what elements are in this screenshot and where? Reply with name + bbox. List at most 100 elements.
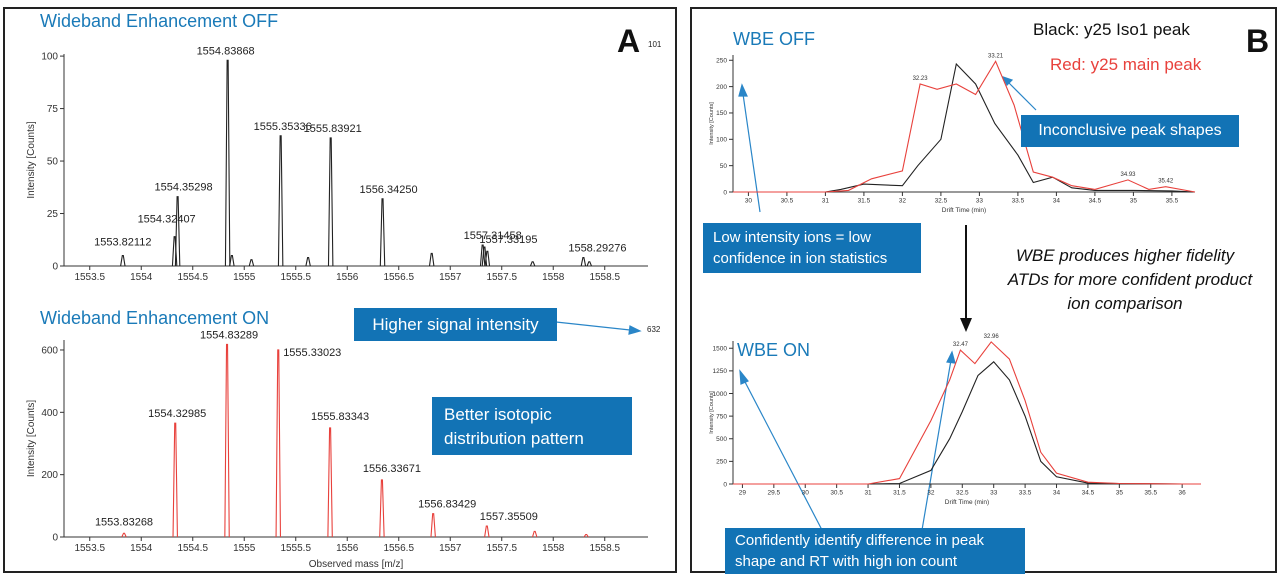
off-spectrum-peak [580,257,587,267]
callout-arrows [555,75,1037,531]
on-spectrum-y-tick-label: 400 [41,408,58,419]
on-spectrum-x-tick-label: 1556.5 [383,543,414,554]
callout-higher-signal-text: Higher signal intensity [372,315,539,334]
off-spectrum-x-tick-label: 1554.5 [177,272,208,283]
wbe-on-x-tick-label: 33.5 [1019,490,1032,497]
wbe-on-x-tick-label: 32.5 [956,490,969,497]
off-spectrum-max-label: 101 [648,40,662,49]
on-spectrum-y-tick-label: 200 [41,470,58,481]
wbe-on-y-tick-label: 1500 [713,346,728,353]
on-spectrum-x-tick-label: 1556 [336,543,359,554]
off-spectrum-ylabel: Intensity [Counts] [26,121,37,198]
on-spectrum-x-tick-label: 1558 [542,543,565,554]
wbe-on-y-tick-label: 1250 [713,368,728,375]
on-spectrum-x-tick-label: 1557 [439,543,462,554]
off-spectrum-x-tick-label: 1557.5 [486,272,517,283]
on-spectrum-peak [224,343,230,538]
wbe-off-x-tick-label: 31.5 [858,198,871,205]
off-spectrum-peak [479,244,486,267]
off-spectrum-y-tick-label: 75 [47,104,59,115]
on-spectrum-peak [583,533,589,538]
on-spectrum-x-tick-label: 1555 [233,543,256,554]
off-spectrum-peak-label: 1554.35298 [155,182,213,194]
off-spectrum-peak-label: 1555.83921 [304,123,362,135]
off-spectrum-x-tick-label: 1557 [439,272,462,283]
on-spectrum-xlabel: Observed mass [m/z] [309,559,404,570]
off-spectrum-peak-label: 1553.82112 [94,237,151,249]
wbe-on-xlabel: Drift Time (min) [945,499,989,506]
wbe-off-y-tick-label: 50 [720,163,728,170]
on-spectrum-peak [430,513,436,538]
legend-black: Black: y25 Iso1 peak [1033,20,1190,39]
wbe-off-x-tick-label: 31 [822,198,830,205]
off-spectrum-peak [428,252,435,267]
on-spectrum-peak [275,349,282,538]
wbe-off-x-tick-label: 32.5 [935,198,948,205]
off-spectrum-peak-label: 1558.29276 [568,243,626,255]
panel-a [3,7,677,573]
on-spectrum-x-tick-label: 1555.5 [280,543,311,554]
callout-inconclusive: Inconclusive peak shapes [1021,115,1239,147]
wbe-off-y-tick-label: 250 [716,58,727,65]
wbe-on-annotation: 32.96 [984,334,1000,340]
on-spectrum-peak [327,427,333,538]
wbe-on-x-tick-label: 35 [1116,490,1124,497]
on-spectrum-x-tick-label: 1558.5 [589,543,620,554]
off-spectrum-y-tick-label: 50 [47,157,59,168]
wbe-on-title: WBE ON [737,340,810,360]
off-spectrum-peak-label: 1555.35336 [254,121,312,133]
callout-low-line-2: confidence in ion statistics [713,250,888,267]
wbe-off-x-tick-label: 33.5 [1012,198,1025,205]
off-spectrum-peak [586,261,593,267]
callout-isotopic: Better isotopic distribution pattern [432,397,632,455]
panel-a-letter: A [617,23,640,59]
on-spectrum-peak [379,479,385,538]
off-spectrum-y-tick-label: 100 [41,52,58,63]
callout-low-line-1: Low intensity ions = low [713,229,871,246]
callout-higher-signal: Higher signal intensity [354,308,557,341]
chart-layer: 1553.5 1554 1554.5 1555 1555.5 1556 1556.5 1557… [26,45,1201,570]
off-spectrum-peak [120,254,126,267]
off-spectrum-peak [484,250,491,267]
statement-line-1: WBE produces higher fidelity [1016,246,1236,265]
off-spectrum-peak [229,254,235,267]
wbe-off-title: WBE OFF [733,29,815,49]
wbe-off-xlabel: Drift Time (min) [942,207,986,214]
wbe-off-y-tick-label: 200 [716,84,727,91]
wbe-off-x-tick-label: 30.5 [781,198,794,205]
off-spectrum-peak [529,261,536,267]
wbe-off-annotation: 34.93 [1121,172,1137,178]
off-spectrum-peak [305,257,311,267]
wbe-on-y-tick-label: 1000 [713,391,728,398]
on-spectrum-peak-label: 1557.35509 [480,511,538,523]
on-spectrum-axes: 1553.5 1554 1554.5 1555 1555.5 1556 1556.5 1557… [41,340,648,554]
callout-confident-line-1: Confidently identify difference in peak [735,532,985,549]
off-spectrum-x-tick-label: 1556.5 [383,272,414,283]
on-spectrum-ylabel: Intensity [Counts] [26,400,37,477]
off-spectrum-x-tick-label: 1558.5 [589,272,620,283]
on-spectrum-peak [121,532,127,538]
on-spectrum-peak [531,530,538,538]
wbe-off-y-tick-label: 100 [716,137,727,144]
wbe-off-x-tick-label: 34.5 [1089,198,1102,205]
on-spectrum-peak-label: 1553.83268 [95,516,153,528]
wbe-on-y-tick-label: 0 [723,481,727,488]
on-spectrum-x-tick-label: 1553.5 [74,543,105,554]
on-spectrum-title: Wideband Enhancement ON [40,308,269,328]
off-spectrum-x-tick-label: 1555 [233,272,256,283]
wbe-on-x-tick-label: 33 [990,490,998,497]
off-spectrum-axes: 1553.5 1554 1554.5 1555 1555.5 1556 1556.5 1557… [41,52,648,283]
wbe-off-x-tick-label: 30 [745,198,753,205]
on-spectrum-peak-label: 1555.83343 [311,411,369,423]
wbe-on-ylabel: Intensity [Counts] [709,391,715,434]
off-spectrum-peak [224,59,231,267]
off-spectrum-x-tick-label: 1555.5 [280,272,311,283]
wbe-on-series-black [733,361,1201,485]
off-spectrum-x-tick-label: 1553.5 [74,272,105,283]
off-spectrum-peak-label: 1557.33195 [479,234,537,246]
off-spectrum-peak [174,196,181,267]
wbe-on-series-red [733,341,1201,485]
statement-line-2: ATDs for more confident product [1007,270,1254,289]
wbe-on-y-tick-label: 500 [716,436,727,443]
